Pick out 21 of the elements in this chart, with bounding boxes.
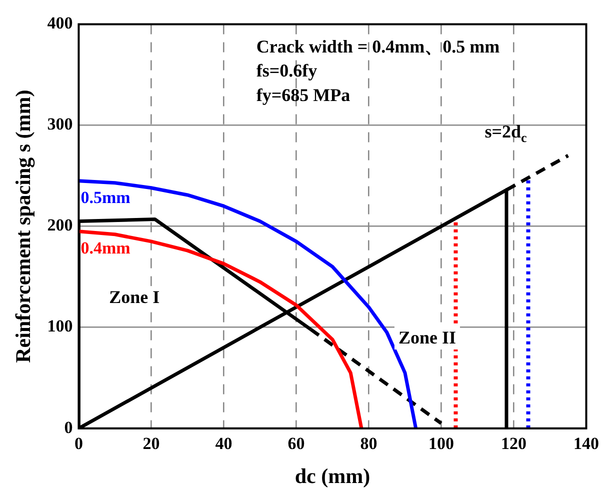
x-tick-label: 140 — [574, 434, 599, 453]
x-tick-label: 100 — [428, 434, 454, 453]
annotation: fs=0.6fy — [256, 60, 318, 81]
x-tick-label: 80 — [360, 434, 378, 453]
annotation: fy=685 MPa — [256, 85, 350, 105]
x-axis-title: dc (mm) — [294, 464, 370, 488]
series-label: 0.4mm — [80, 238, 130, 258]
y-axis-title: Reinforcement spacing s (mm) — [11, 90, 36, 363]
annotation: Crack width = 0.4mm、0.5 mm — [256, 36, 500, 56]
x-tick-label: 120 — [500, 434, 526, 453]
x-tick-label: 60 — [288, 434, 305, 453]
y-tick-label: 100 — [47, 316, 73, 336]
annotation: Zone I — [109, 287, 160, 308]
x-tick-label: 40 — [215, 434, 232, 453]
y-tick-label: 200 — [47, 216, 73, 235]
y-tick-label: 400 — [47, 14, 73, 33]
y-tick-label: 0 — [64, 418, 73, 437]
annotation: Zone II — [398, 328, 456, 348]
y-tick-label: 300 — [47, 114, 73, 134]
series-label: 0.5mm — [80, 188, 130, 207]
x-tick-label: 20 — [142, 434, 160, 453]
